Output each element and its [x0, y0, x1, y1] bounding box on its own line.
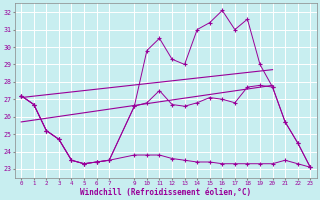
X-axis label: Windchill (Refroidissement éolien,°C): Windchill (Refroidissement éolien,°C) — [80, 188, 251, 197]
